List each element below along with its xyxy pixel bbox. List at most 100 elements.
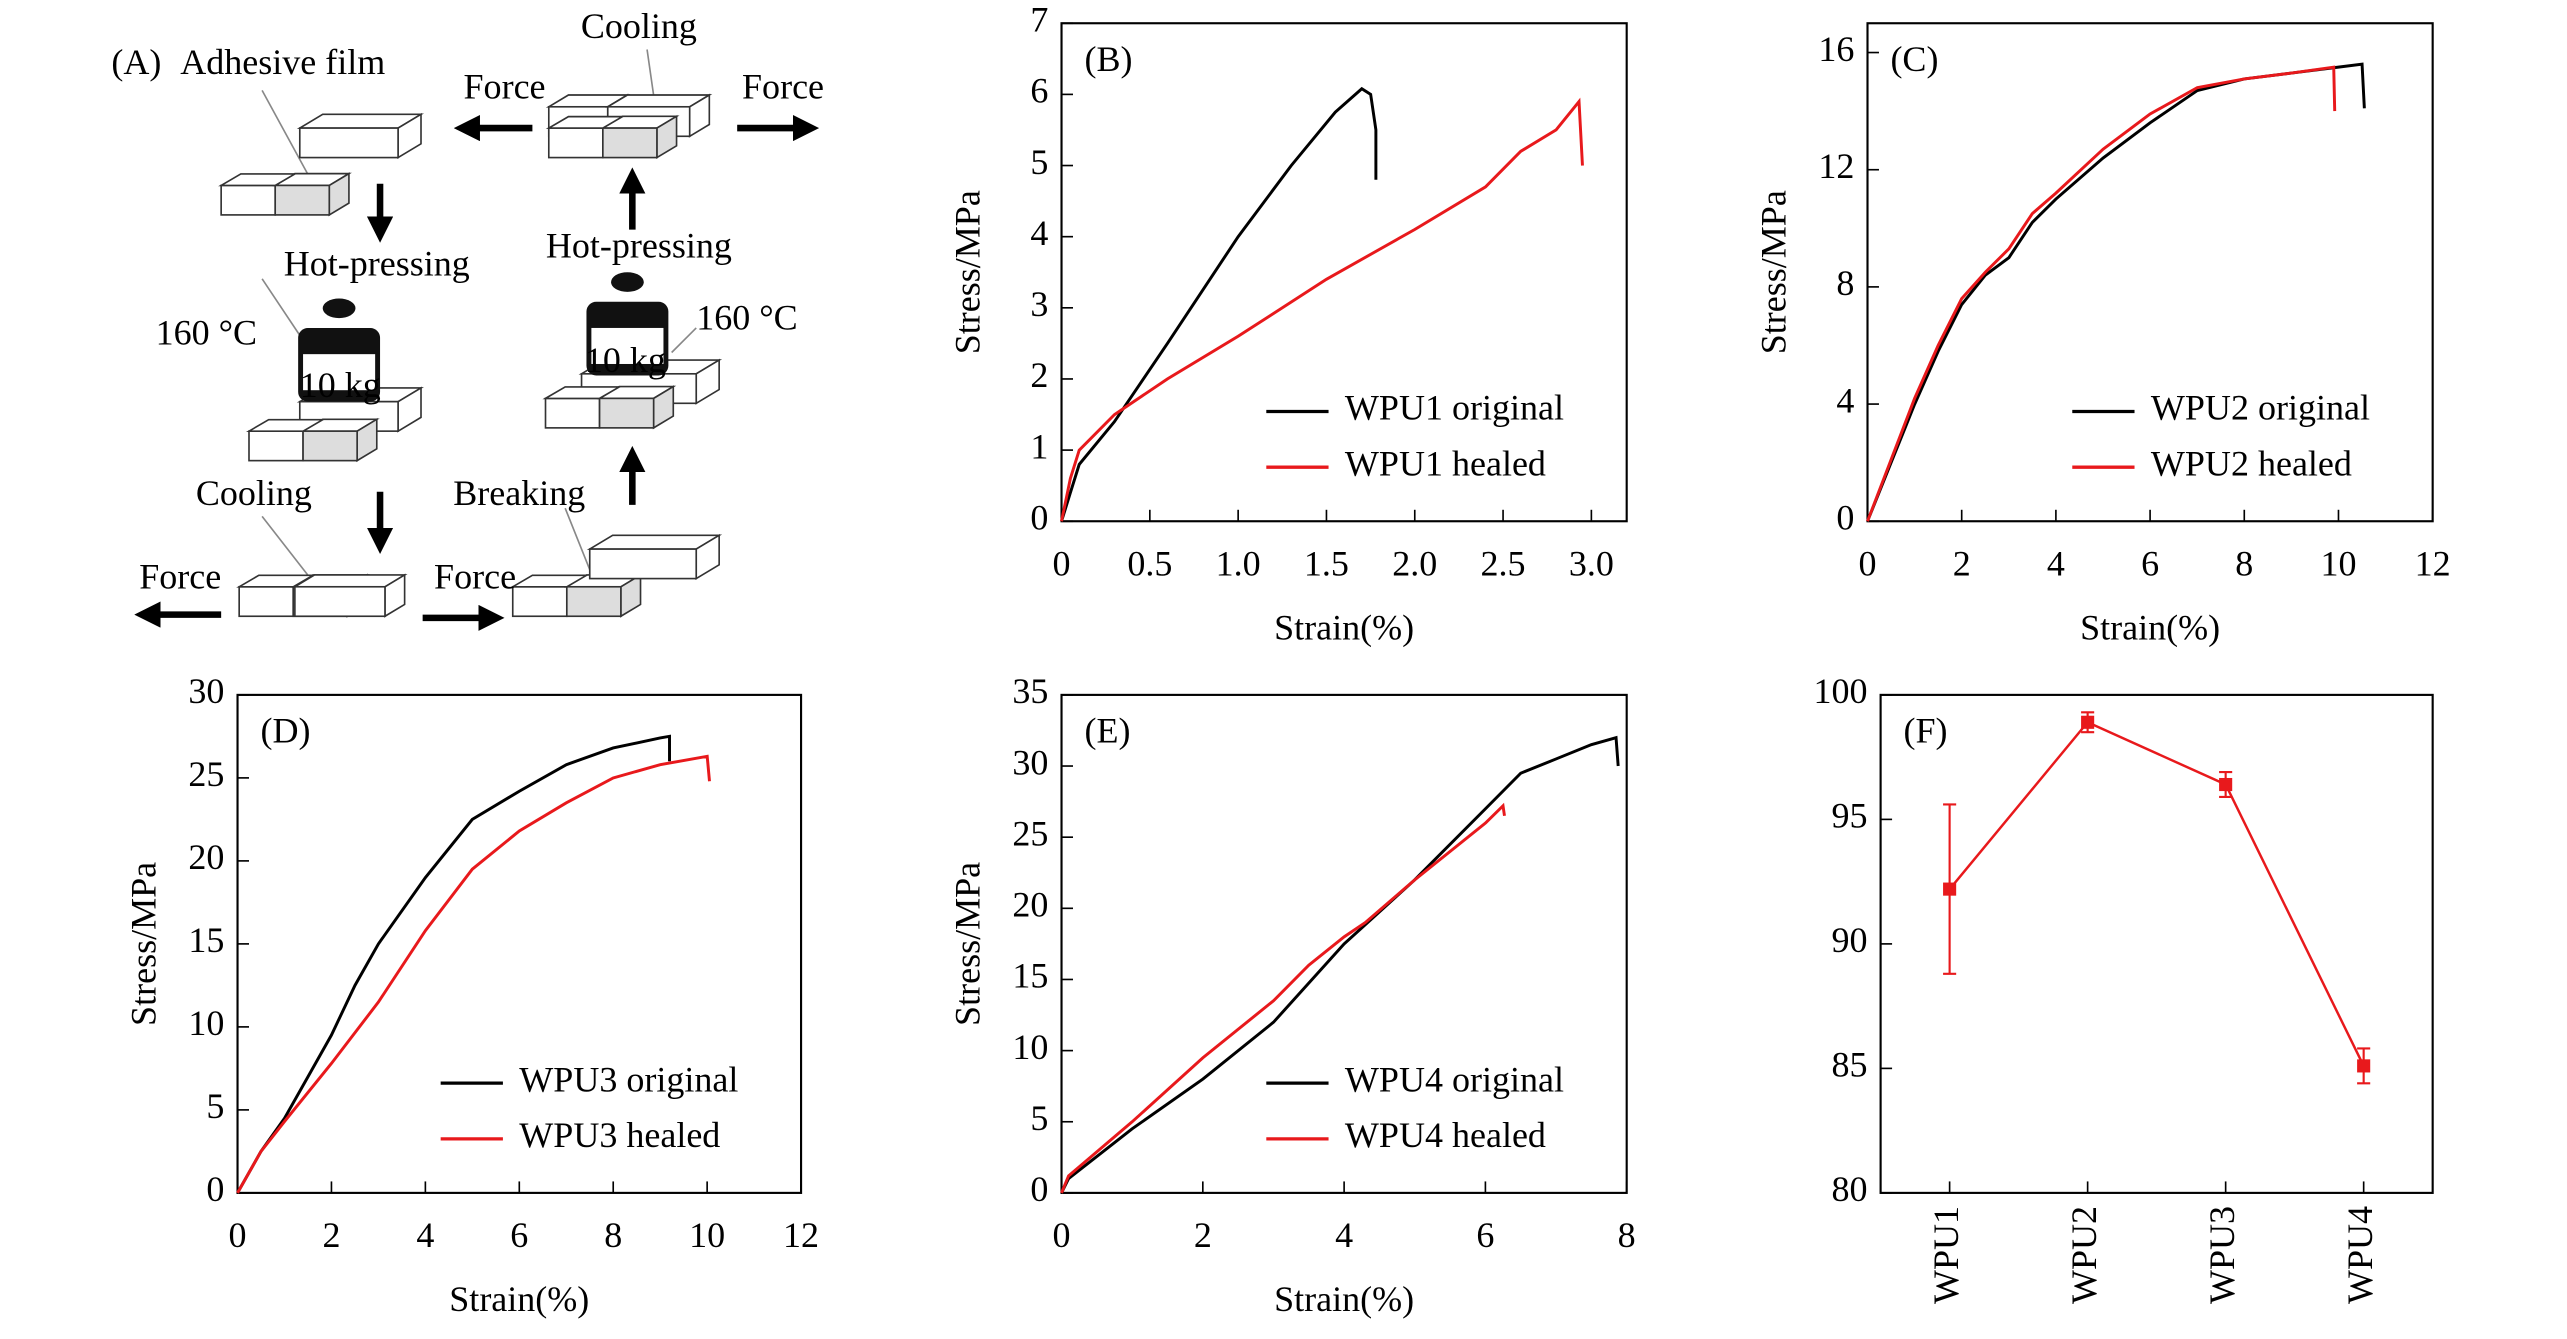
y-tick-label: 20 bbox=[188, 837, 224, 877]
y-tick-label: 25 bbox=[1012, 813, 1048, 853]
diagram-label: Cooling bbox=[196, 473, 312, 513]
block-top bbox=[218, 173, 298, 187]
y-tick-label: 25 bbox=[188, 754, 224, 794]
diagram-label: Cooling bbox=[581, 6, 697, 46]
series-line bbox=[1060, 86, 1378, 522]
x-tick-label: 12 bbox=[2415, 543, 2451, 583]
legend-label: WPU3 original bbox=[519, 1059, 738, 1099]
x-axis-title: Strain(%) bbox=[2080, 607, 2220, 647]
x-axis-title: Strain(%) bbox=[449, 1279, 589, 1319]
y-tick-label: 80 bbox=[1831, 1169, 1867, 1209]
plot-frame bbox=[1879, 693, 2434, 1194]
y-tick-label: 30 bbox=[1012, 742, 1048, 782]
y-tick-label: 5 bbox=[1030, 1098, 1048, 1138]
x-tick-label: 4 bbox=[416, 1215, 434, 1255]
diagram-label: 160 °C bbox=[696, 298, 797, 338]
y-tick-label: 20 bbox=[1012, 885, 1048, 925]
series-line bbox=[1060, 802, 1506, 1194]
block-front bbox=[544, 397, 601, 429]
x-tick-label: 0 bbox=[1053, 1215, 1071, 1255]
x-axis-title: Strain(%) bbox=[1274, 1279, 1414, 1319]
diagram-label: Force bbox=[139, 556, 221, 596]
block-front bbox=[298, 127, 399, 159]
marker bbox=[2357, 1059, 2371, 1073]
chart: (D) 0 5 10 15 20 25 30 0 2 4 6 8 10 12 Strain(%) Stress/… bbox=[124, 671, 819, 1319]
series-line bbox=[1866, 65, 2337, 522]
panel-label: (D) bbox=[260, 710, 310, 750]
panel-label: (C) bbox=[1890, 39, 1938, 79]
x-tick-label: 8 bbox=[1618, 1215, 1636, 1255]
block-front bbox=[294, 585, 386, 618]
y-tick-label: 12 bbox=[1818, 146, 1854, 186]
x-tick-label: 2 bbox=[1194, 1215, 1212, 1255]
y-tick-label: 15 bbox=[1012, 956, 1048, 996]
plot-frame bbox=[1060, 22, 1628, 523]
y-axis-title: Stress/MPa bbox=[948, 862, 988, 1026]
series-line bbox=[1060, 97, 1584, 522]
y-tick-label: 7 bbox=[1030, 0, 1048, 40]
block-front bbox=[598, 397, 655, 429]
x-tick-label: 6 bbox=[510, 1215, 528, 1255]
y-tick-label: 10 bbox=[188, 1003, 224, 1043]
series-line bbox=[236, 734, 671, 1194]
pointer bbox=[671, 327, 697, 354]
diagram-label: Breaking bbox=[453, 473, 585, 513]
x-tick-label: WPU2 bbox=[2064, 1206, 2104, 1304]
y-tick-label: 10 bbox=[1012, 1027, 1048, 1067]
diagram-label: 10 kg bbox=[300, 365, 381, 405]
x-tick-label: 2.0 bbox=[1392, 543, 1437, 583]
block-front bbox=[248, 430, 304, 462]
y-tick-label: 0 bbox=[1030, 498, 1048, 538]
marker bbox=[2219, 777, 2233, 792]
diagram-label: Force bbox=[434, 556, 516, 596]
block-top bbox=[542, 386, 623, 400]
diagram-label: 10 kg bbox=[585, 340, 666, 380]
x-tick-label: 0.5 bbox=[1127, 543, 1172, 583]
weight-label bbox=[591, 327, 664, 364]
legend-label: WPU4 original bbox=[1345, 1059, 1564, 1099]
marker bbox=[2081, 715, 2095, 729]
legend-label: WPU1 healed bbox=[1345, 443, 1546, 483]
pointer bbox=[261, 90, 312, 181]
weight-knob bbox=[322, 298, 356, 319]
x-tick-label: 2 bbox=[322, 1215, 340, 1255]
y-tick-label: 35 bbox=[1012, 671, 1048, 711]
y-tick-label: 15 bbox=[188, 920, 224, 960]
weight-label bbox=[303, 354, 376, 391]
panel-label: (B) bbox=[1084, 39, 1132, 79]
x-tick-label: WPU4 bbox=[2340, 1206, 2380, 1304]
x-tick-label: 0 bbox=[1053, 543, 1071, 583]
legend-label: WPU3 healed bbox=[519, 1115, 720, 1155]
x-tick-label: 0 bbox=[229, 1215, 247, 1255]
chart: (B) 0 1 2 3 4 5 6 7 0 0.5 1.0 1.5 2.0 2.5 3.0 Strain(%) S… bbox=[948, 0, 1628, 647]
diagram-label: Force bbox=[742, 67, 824, 107]
series-line bbox=[1948, 720, 2365, 1067]
panel-label: (F) bbox=[1904, 710, 1948, 750]
y-axis-title: Stress/MPa bbox=[124, 862, 164, 1026]
x-tick-label: 10 bbox=[689, 1215, 725, 1255]
block-front bbox=[302, 430, 358, 462]
x-tick-label: WPU3 bbox=[2202, 1206, 2242, 1304]
y-axis-title: Stress/MPa bbox=[948, 190, 988, 354]
chart: (C) 0 4 8 12 16 0 2 4 6 8 10 12 Strain(%) Stress/MPa WP… bbox=[1754, 22, 2451, 647]
chart: (E) 0 5 10 15 20 25 30 35 0 2 4 6 8 Strain(%) Stress/MP… bbox=[948, 671, 1636, 1319]
diagram-label: Hot-pressing bbox=[284, 244, 470, 284]
legend-label: WPU2 original bbox=[2151, 388, 2370, 428]
block-front bbox=[602, 127, 658, 159]
y-tick-label: 90 bbox=[1831, 920, 1867, 960]
y-tick-label: 0 bbox=[1836, 498, 1854, 538]
diagram-label: Force bbox=[464, 67, 546, 107]
block-top bbox=[545, 115, 626, 129]
y-tick-label: 95 bbox=[1831, 796, 1867, 836]
x-tick-label: 4 bbox=[2047, 543, 2065, 583]
y-tick-label: 5 bbox=[206, 1086, 224, 1126]
x-tick-label: 3.0 bbox=[1569, 543, 1614, 583]
y-tick-label: 0 bbox=[206, 1169, 224, 1209]
y-tick-label: 100 bbox=[1813, 671, 1867, 711]
y-tick-label: 6 bbox=[1030, 71, 1048, 111]
legend-label: WPU1 original bbox=[1345, 388, 1564, 428]
block-front bbox=[511, 585, 568, 618]
marker bbox=[1943, 882, 1957, 896]
